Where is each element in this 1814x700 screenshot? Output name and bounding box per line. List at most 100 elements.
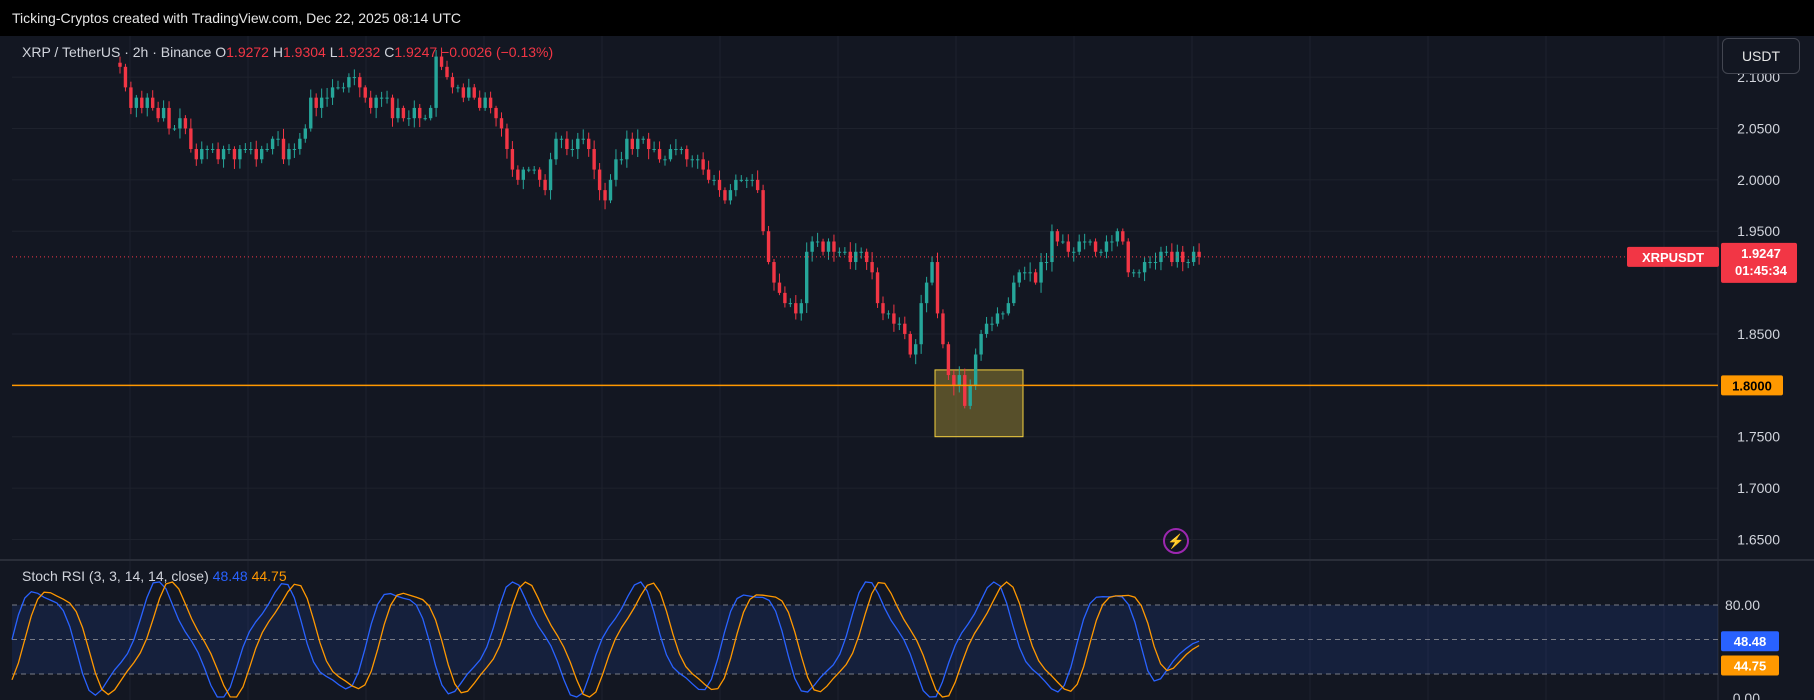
price-tick-label: 2.0500: [1737, 120, 1780, 136]
stoch-d-tag: 44.75: [1734, 659, 1767, 674]
currency-button[interactable]: USDT: [1722, 38, 1800, 74]
candle-body: [625, 138, 629, 160]
stoch-label: Stoch RSI (3, 3, 14, 14, close): [22, 568, 209, 584]
candle-body: [832, 241, 836, 252]
zone: [934, 369, 1024, 438]
candle-body: [837, 251, 842, 253]
candle-body: [1175, 251, 1179, 263]
candle-body: [685, 149, 689, 160]
candle-body: [581, 138, 585, 140]
candle-body: [935, 262, 940, 314]
candle-body: [554, 138, 558, 160]
candle-body: [434, 56, 438, 108]
candle-body: [418, 107, 422, 119]
price-tick-label: 1.6500: [1737, 531, 1780, 547]
candle-body: [914, 344, 918, 355]
candle-body: [472, 87, 476, 98]
candle-body: [968, 385, 972, 406]
price-tick-label: 2.0000: [1737, 172, 1780, 188]
candle-body: [973, 354, 978, 386]
candle-body: [265, 149, 269, 151]
candle-body: [412, 107, 416, 119]
candle-body: [990, 323, 994, 325]
candle-body: [1033, 272, 1038, 283]
level-tag-value: 1.8000: [1732, 378, 1772, 393]
candle-body: [892, 313, 896, 324]
candle-body: [750, 179, 754, 181]
stoch-lines: [11, 581, 1200, 698]
candle-body: [303, 128, 307, 139]
candle-body: [140, 97, 144, 108]
candle-body: [788, 303, 793, 305]
candle-body: [183, 118, 188, 129]
candle-body: [668, 149, 673, 160]
stoch-k-tag: 48.48: [1734, 634, 1767, 649]
candle-body: [587, 138, 591, 150]
candle-body: [614, 159, 618, 180]
candle-body: [864, 251, 869, 263]
candle-body: [1050, 231, 1054, 263]
candle-body: [467, 87, 471, 98]
stoch-tick-label: 0.00: [1733, 690, 1760, 700]
candle-body: [1099, 251, 1103, 253]
candle-body: [216, 149, 220, 160]
candle-body: [499, 118, 504, 129]
legend-c-label: C: [384, 44, 395, 60]
stoch-d-tag-box: [1721, 655, 1779, 676]
price-tag-box: [1721, 242, 1797, 283]
legend-h-label: H: [272, 44, 283, 60]
candle-body: [527, 169, 531, 171]
candle-body: [1012, 282, 1016, 304]
candle-body: [298, 138, 302, 150]
price-tag-value: 1.9247: [1741, 246, 1781, 261]
candle-body: [723, 190, 727, 201]
stoch-d-line: [11, 581, 1200, 698]
candle-body: [379, 97, 384, 99]
candle-body: [407, 118, 411, 120]
candle-body: [151, 97, 155, 108]
candle-body: [1148, 262, 1152, 264]
candle-body: [957, 375, 961, 386]
candle-body: [1028, 272, 1032, 274]
support-zone[interactable]: [934, 369, 1024, 438]
candle-body: [941, 313, 945, 345]
candle-body: [314, 97, 318, 108]
candle-body: [630, 138, 634, 150]
candle-body: [423, 118, 427, 120]
candle-body: [1055, 231, 1060, 242]
candle-body: [799, 303, 803, 314]
candle-body: [543, 179, 547, 191]
candle-body: [336, 87, 340, 89]
candle-body: [363, 87, 367, 98]
stoch-k-value: 48.48: [212, 568, 248, 584]
candle-body: [570, 149, 575, 151]
candle-body: [1044, 262, 1049, 264]
candle-body: [238, 149, 242, 160]
candle-body: [897, 323, 902, 325]
top-bar: Ticking-Cryptos created with TradingView…: [0, 0, 1814, 36]
candle-body: [374, 97, 378, 108]
candle-body: [652, 149, 656, 151]
candle-body: [483, 97, 487, 108]
candle-body: [1142, 262, 1147, 273]
candle-body: [815, 241, 820, 243]
legend-o-label: O: [215, 44, 227, 60]
candle-body: [696, 159, 700, 161]
lightning-icon[interactable]: ⚡: [1163, 528, 1189, 554]
candle-body: [123, 66, 128, 88]
candle-body: [576, 138, 580, 150]
legend-c: 1.9247: [394, 44, 438, 60]
candle-body: [341, 87, 346, 89]
candle-body: [881, 303, 885, 314]
candle-body: [270, 138, 275, 150]
candle-body: [1039, 262, 1043, 283]
candle-body: [396, 107, 400, 119]
candle-body: [706, 169, 711, 180]
candle-body: [679, 149, 684, 151]
candle-body: [745, 179, 749, 181]
candle-body: [510, 149, 515, 170]
legend-h: 1.9304: [282, 44, 326, 60]
legend-symbol: XRP / TetherUS · 2h · Binance: [22, 44, 212, 60]
candle-body: [537, 169, 542, 180]
